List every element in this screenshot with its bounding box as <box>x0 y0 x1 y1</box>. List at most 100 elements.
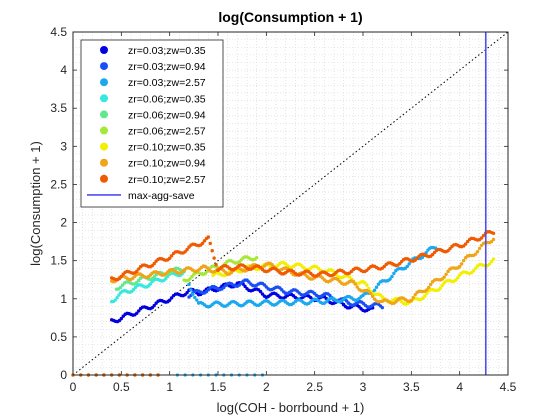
point <box>425 288 429 292</box>
point <box>152 303 156 308</box>
point <box>120 283 125 287</box>
point <box>193 295 197 300</box>
chart-title: log(Consumption + 1) <box>218 9 362 25</box>
point <box>134 280 139 285</box>
point <box>136 278 141 283</box>
point <box>440 283 444 288</box>
point <box>363 281 367 285</box>
legend-label: max-agg-save <box>128 190 195 202</box>
reference-line-group <box>72 31 509 376</box>
point <box>148 282 153 286</box>
point <box>117 293 121 297</box>
point <box>491 257 496 261</box>
y-tick-label: 0 <box>60 368 67 382</box>
legend-label: zr=0.03;zw=2.57 <box>128 77 206 89</box>
legend-marker <box>100 46 108 54</box>
point <box>457 273 462 277</box>
legend-label: zr=0.10;zw=0.94 <box>128 158 206 170</box>
point <box>446 269 450 274</box>
x-tick-label: 4 <box>456 380 463 394</box>
point <box>135 311 139 315</box>
plot-frame <box>72 31 509 376</box>
point <box>169 254 174 258</box>
x-tick-label: 2.5 <box>306 380 323 394</box>
point <box>119 274 124 279</box>
point <box>210 249 214 253</box>
point <box>407 262 411 266</box>
point <box>444 272 448 276</box>
point <box>448 246 452 251</box>
legend-label: zr=0.03;zw=0.35 <box>128 45 206 57</box>
point <box>380 305 385 310</box>
point <box>118 285 123 290</box>
legend-marker <box>100 110 108 119</box>
x-tick-label: 3 <box>360 380 367 394</box>
legend-marker <box>100 174 108 183</box>
point <box>390 274 394 279</box>
point <box>185 290 189 295</box>
point <box>351 279 356 284</box>
point <box>152 261 156 266</box>
point <box>409 298 414 303</box>
point <box>475 249 480 254</box>
point <box>392 271 396 276</box>
point <box>421 296 425 300</box>
point <box>376 282 381 286</box>
point <box>183 250 187 254</box>
point <box>477 246 482 251</box>
point <box>457 264 462 269</box>
axis-ticks: 0 0.5 1 1.5 2 2.5 3 3.5 4 4.5 0 0.5 1 1.5 2 2.5 3 3.5 4 4.5 <box>50 25 516 394</box>
point <box>195 298 199 302</box>
point <box>167 298 172 302</box>
point <box>413 292 417 297</box>
legend-marker <box>100 126 108 135</box>
point <box>459 262 464 266</box>
point <box>113 298 117 302</box>
legend-marker <box>100 158 108 167</box>
point <box>200 241 205 246</box>
point <box>369 291 373 296</box>
legend-label: zr=0.06;zw=0.35 <box>128 93 206 105</box>
point <box>115 296 119 300</box>
legend-marker <box>100 78 108 87</box>
point <box>190 275 194 279</box>
point <box>489 239 494 244</box>
x-tick-label: 3.5 <box>403 380 420 394</box>
point <box>189 288 193 292</box>
point <box>473 266 478 271</box>
y-tick-label: 2 <box>60 216 67 230</box>
point <box>167 256 172 260</box>
point <box>428 282 433 287</box>
point <box>202 239 207 243</box>
y-tick-label: 1.5 <box>50 254 67 268</box>
legend-marker <box>100 94 108 103</box>
legend-label: zr=0.03;zw=0.94 <box>128 61 206 73</box>
x-axis-label: log(COH - borrbound + 1) <box>217 400 365 415</box>
point <box>423 294 427 298</box>
point <box>487 262 492 266</box>
y-tick-label: 3.5 <box>50 101 67 115</box>
point <box>442 275 446 279</box>
point <box>243 284 247 289</box>
point <box>473 252 478 256</box>
legend-label: zr=0.10;zw=2.57 <box>128 174 206 186</box>
point <box>430 252 435 257</box>
point <box>454 278 458 282</box>
point <box>461 258 466 263</box>
point <box>370 294 375 299</box>
point <box>479 236 484 240</box>
legend-label: zr=0.10;zw=0.35 <box>128 142 206 154</box>
x-tick-label: 4.5 <box>500 380 517 394</box>
point <box>164 277 168 281</box>
point <box>372 288 377 292</box>
point <box>411 295 415 300</box>
point <box>353 282 357 286</box>
point <box>187 282 191 287</box>
point <box>427 285 431 290</box>
y-tick-label: 3 <box>60 139 67 153</box>
point <box>208 241 212 246</box>
x-tick-label: 0.5 <box>113 380 130 394</box>
point <box>137 309 141 313</box>
series-group <box>71 230 496 377</box>
point <box>471 269 476 273</box>
